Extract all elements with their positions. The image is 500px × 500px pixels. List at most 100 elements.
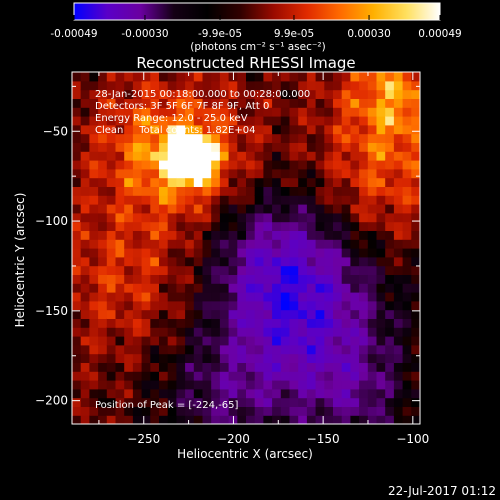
heatmap-pixel — [98, 327, 108, 337]
heatmap-pixel — [237, 362, 247, 372]
heatmap-pixel — [376, 177, 386, 187]
heatmap-pixel — [298, 353, 308, 363]
heatmap-pixel — [289, 212, 299, 223]
heatmap-pixel — [367, 353, 378, 363]
heatmap-pixel — [411, 309, 420, 319]
heatmap-pixel — [289, 415, 299, 424]
heatmap-pixel — [98, 362, 108, 372]
heatmap-pixel — [228, 230, 238, 240]
heatmap-pixel — [341, 292, 351, 302]
heatmap-pixel — [324, 177, 334, 187]
heatmap-pixel — [298, 309, 308, 319]
heatmap-pixel — [89, 133, 99, 143]
heatmap-pixel — [376, 415, 386, 424]
heatmap-pixel — [315, 336, 325, 346]
heatmap-pixel — [385, 283, 395, 293]
heatmap-pixel — [254, 406, 264, 416]
heatmap-pixel — [376, 116, 386, 126]
heatmap-pixel — [98, 89, 108, 99]
heatmap-pixel — [124, 177, 134, 187]
heatmap-pixel — [185, 151, 195, 161]
heatmap-pixel — [263, 327, 273, 337]
heatmap-pixel — [359, 195, 369, 205]
heatmap-pixel — [106, 274, 117, 284]
colorbar-unit-label: (photons cm⁻² s⁻¹ asec⁻²) — [190, 41, 325, 53]
heatmap-pixel — [167, 336, 177, 346]
heatmap-pixel — [246, 371, 256, 381]
heatmap-pixel — [141, 415, 151, 424]
heatmap-pixel — [176, 283, 186, 293]
heatmap-pixel — [367, 239, 378, 249]
heatmap-pixel — [263, 415, 273, 424]
heatmap-pixel — [167, 186, 177, 196]
heatmap-pixel — [246, 353, 256, 363]
heatmap-pixel — [228, 327, 238, 337]
heatmap-pixel — [237, 256, 247, 267]
heatmap-pixel — [367, 133, 378, 143]
heatmap-pixel — [306, 151, 317, 161]
heatmap-pixel — [80, 107, 90, 117]
heatmap-pixel — [263, 230, 273, 240]
heatmap-pixel — [315, 221, 325, 231]
heatmap-pixel — [193, 300, 204, 311]
heatmap-pixel — [237, 72, 247, 82]
heatmap-pixel — [385, 230, 395, 240]
heatmap-pixel — [246, 406, 256, 416]
heatmap-pixel — [167, 265, 177, 275]
heatmap-pixel — [315, 353, 325, 363]
heatmap-pixel — [98, 160, 108, 170]
heatmap-pixel — [98, 265, 108, 275]
heatmap-pixel — [393, 107, 404, 117]
colorbar-tick-label: 9.9e-05 — [274, 28, 314, 40]
heatmap-pixel — [385, 124, 395, 135]
heatmap-pixel — [298, 221, 308, 231]
heatmap-pixel — [106, 177, 117, 187]
heatmap-pixel — [202, 344, 212, 355]
heatmap-pixel — [411, 230, 420, 240]
heatmap-pixel — [159, 186, 169, 196]
heatmap-pixel — [115, 151, 125, 161]
heatmap-pixel — [359, 186, 369, 196]
heatmap-pixel — [359, 239, 369, 249]
heatmap-pixel — [350, 265, 360, 275]
heatmap-pixel — [185, 397, 195, 407]
heatmap-pixel — [350, 230, 360, 240]
heatmap-pixel — [289, 371, 299, 381]
heatmap-pixel — [202, 318, 212, 328]
heatmap-pixel — [254, 116, 264, 126]
heatmap-pixel — [124, 239, 134, 249]
heatmap-pixel — [333, 336, 343, 346]
heatmap-pixel — [72, 124, 82, 135]
heatmap-pixel — [80, 336, 90, 346]
heatmap-pixel — [411, 89, 420, 99]
heatmap-pixel — [150, 292, 160, 302]
heatmap-pixel — [411, 239, 420, 249]
heatmap-pixel — [263, 186, 273, 196]
heatmap-pixel — [272, 212, 282, 223]
heatmap-pixel — [289, 80, 299, 91]
heatmap-pixel — [402, 239, 412, 249]
heatmap-pixel — [324, 380, 334, 390]
heatmap-pixel — [298, 265, 308, 275]
heatmap-pixel — [211, 186, 221, 196]
heatmap-pixel — [385, 186, 395, 196]
heatmap-pixel — [185, 415, 195, 424]
heatmap-pixel — [350, 397, 360, 407]
heatmap-pixel — [193, 133, 204, 143]
heatmap-pixel — [202, 98, 212, 108]
heatmap-pixel — [219, 309, 230, 319]
heatmap-pixel — [211, 380, 221, 390]
heatmap-pixel — [80, 318, 90, 328]
heatmap-pixel — [219, 318, 230, 328]
heatmap-pixel — [263, 380, 273, 390]
heatmap-pixel — [167, 380, 177, 390]
heatmap-pixel — [402, 274, 412, 284]
heatmap-pixel — [167, 98, 177, 108]
heatmap-pixel — [211, 116, 221, 126]
heatmap-pixel — [219, 142, 230, 152]
heatmap-pixel — [150, 274, 160, 284]
heatmap-pixel — [272, 265, 282, 275]
heatmap-pixel — [411, 292, 420, 302]
heatmap-pixel — [280, 292, 291, 302]
heatmap-pixel — [193, 406, 204, 416]
